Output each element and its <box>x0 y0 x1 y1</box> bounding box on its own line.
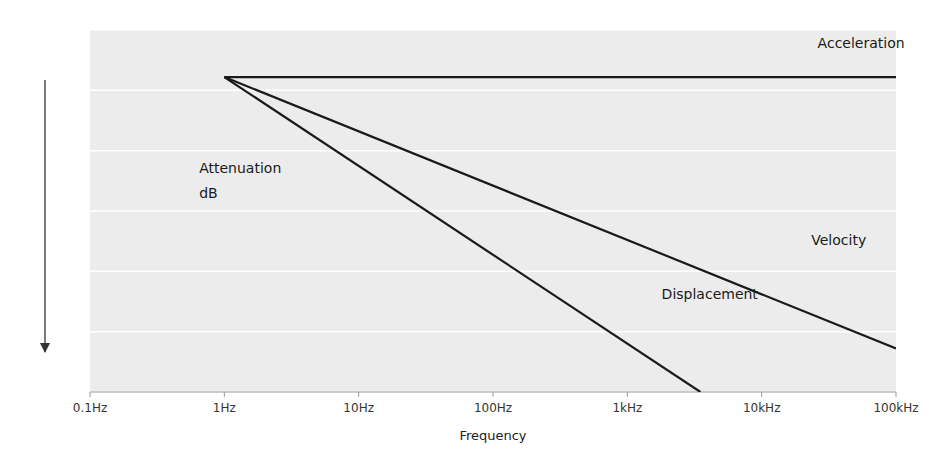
annotation: Velocity <box>811 232 866 248</box>
grid-line <box>90 331 896 333</box>
x-axis: 0.1Hz 1Hz 10Hz 100Hz 1kHz 10kHz 100kHz <box>73 392 919 415</box>
grid-line <box>90 150 896 152</box>
x-tick <box>90 392 91 397</box>
x-tick-label: 1Hz <box>213 401 236 415</box>
annotation: Attenuation <box>199 160 281 176</box>
plot-background <box>90 30 896 392</box>
x-tick <box>896 392 897 397</box>
annotation: Displacement <box>662 286 759 302</box>
grid <box>90 30 896 392</box>
x-tick <box>224 392 225 397</box>
x-tick-label: 10Hz <box>343 401 374 415</box>
x-tick-label: 100Hz <box>474 401 512 415</box>
x-tick <box>627 392 628 397</box>
chart: 0.1Hz 1Hz 10Hz 100Hz 1kHz 10kHz 100kHz Frequenc… <box>0 0 936 455</box>
grid-line <box>90 29 896 31</box>
grid-line <box>90 90 896 92</box>
x-tick <box>761 392 762 397</box>
annotation: Acceleration <box>818 35 905 51</box>
x-tick-label: 100kHz <box>873 401 918 415</box>
chart-container: 0.1Hz 1Hz 10Hz 100Hz 1kHz 10kHz 100kHz Frequenc… <box>0 0 936 455</box>
series-group <box>224 77 896 392</box>
annotation: dB <box>199 185 218 201</box>
x-tick <box>493 392 494 397</box>
series-line <box>224 76 896 78</box>
direction-arrow <box>44 80 45 352</box>
x-tick-label: 0.1Hz <box>73 401 107 415</box>
x-axis-label: Frequency <box>459 428 526 443</box>
x-tick-label: 10kHz <box>743 401 781 415</box>
grid-line <box>90 210 896 212</box>
grid-line <box>90 271 896 273</box>
x-tick-label: 1kHz <box>612 401 642 415</box>
x-tick <box>358 392 359 397</box>
series-line <box>224 77 896 349</box>
series-line <box>224 77 700 392</box>
